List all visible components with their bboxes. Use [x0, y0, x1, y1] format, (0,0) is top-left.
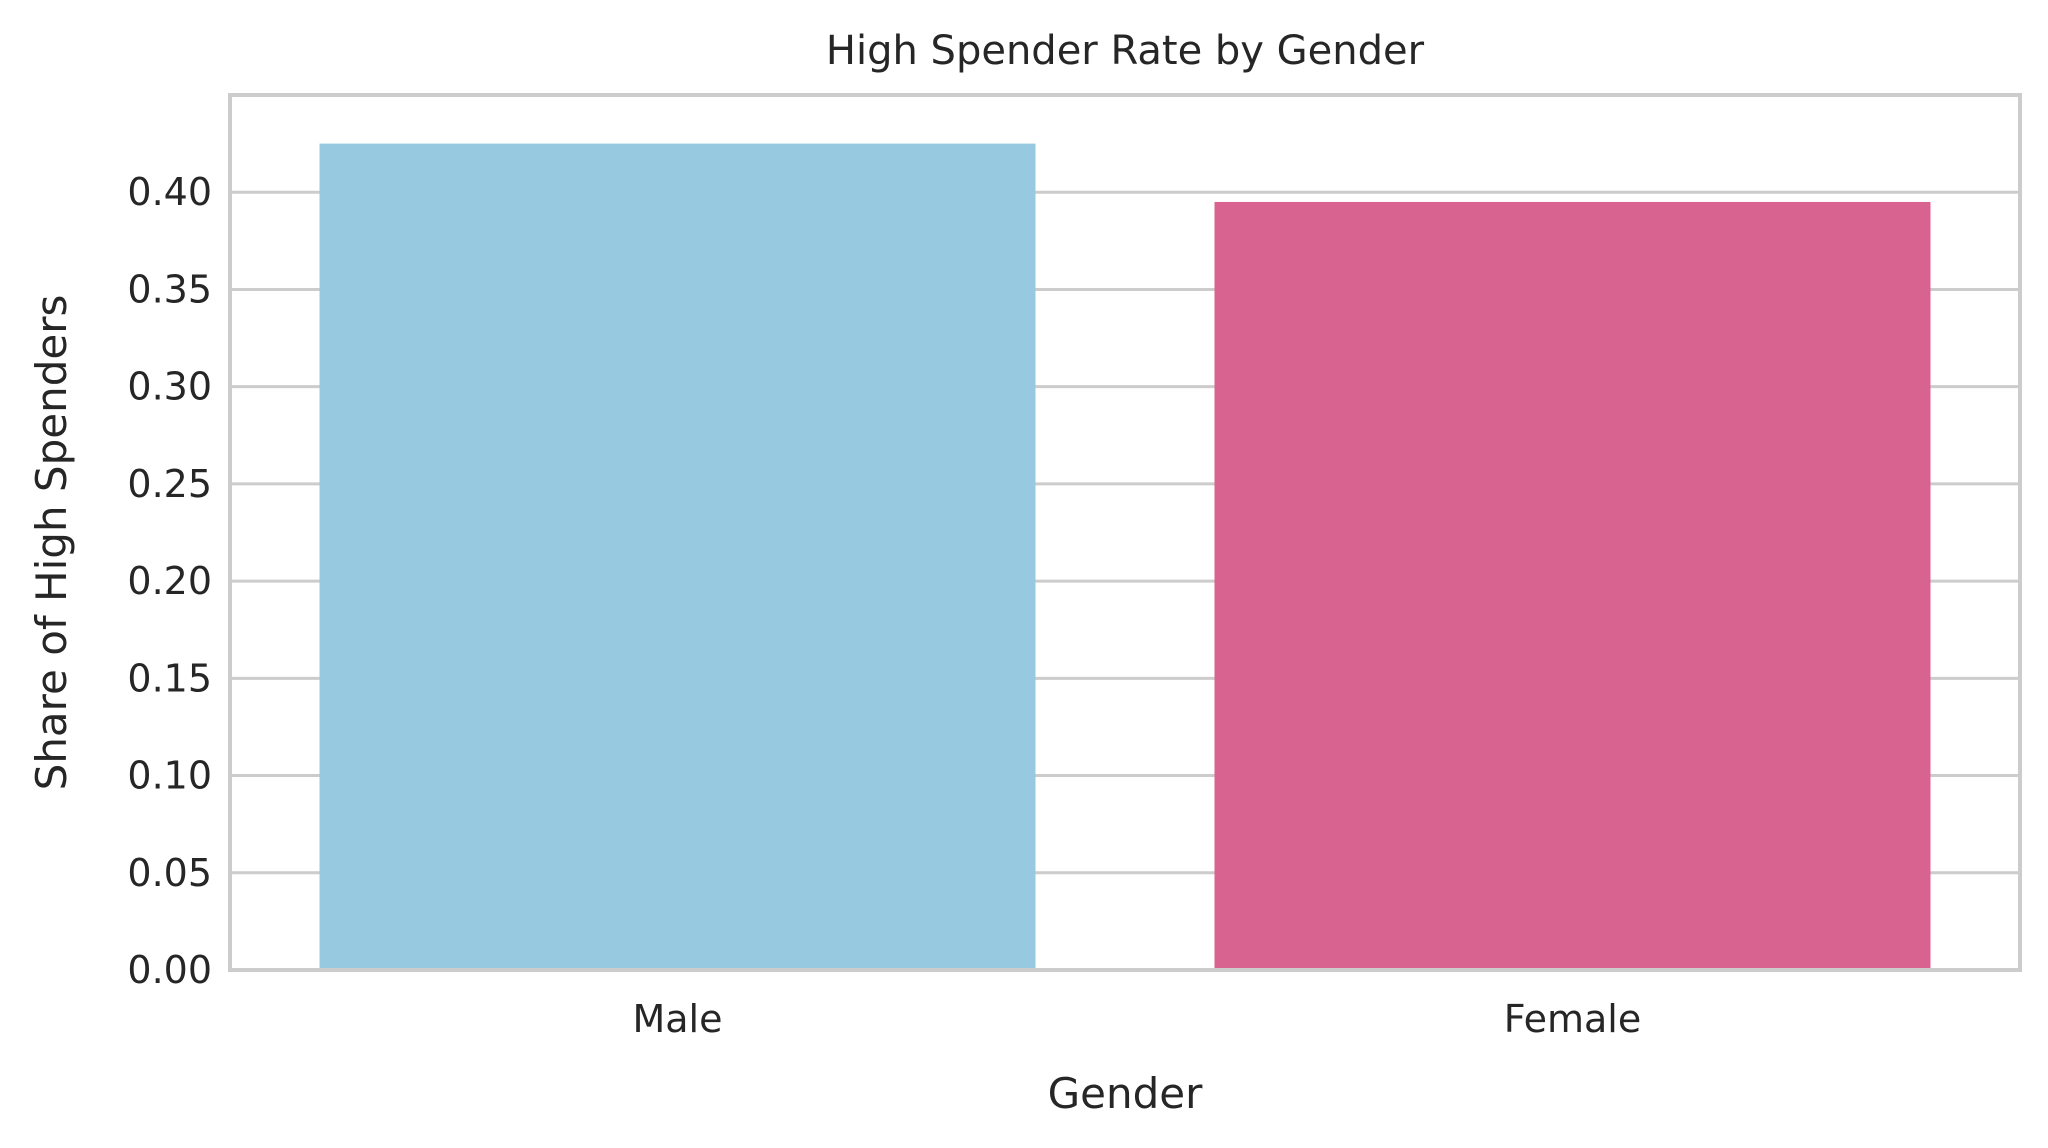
- x-tick-label: Female: [1504, 997, 1641, 1041]
- y-tick-label: 0.40: [127, 170, 212, 214]
- x-axis-ticks: Male Female: [632, 997, 1641, 1041]
- y-tick-label: 0.30: [127, 365, 212, 409]
- y-tick-label: 0.15: [127, 656, 212, 700]
- x-tick-label: Male: [632, 997, 722, 1041]
- bars: [319, 143, 1931, 971]
- x-axis-label: Gender: [1048, 1069, 1204, 1118]
- y-tick-label: 0.25: [127, 462, 212, 506]
- bar-male: [319, 143, 1036, 971]
- y-tick-label: 0.20: [127, 559, 212, 603]
- y-tick-label: 0.10: [127, 754, 212, 798]
- plot-frame: [228, 93, 2022, 972]
- chart-title: High Spender Rate by Gender: [826, 28, 1425, 74]
- y-tick-label: 0.05: [127, 851, 212, 895]
- y-tick-label: 0.35: [127, 267, 212, 311]
- bar-female: [1214, 201, 1931, 970]
- y-axis-ticks: 0.00 0.05 0.10 0.15 0.20 0.25 0.30 0.35 0.40: [127, 170, 212, 992]
- y-tick-label: 0.00: [127, 948, 212, 992]
- y-axis-label: Share of High Spenders: [27, 295, 76, 791]
